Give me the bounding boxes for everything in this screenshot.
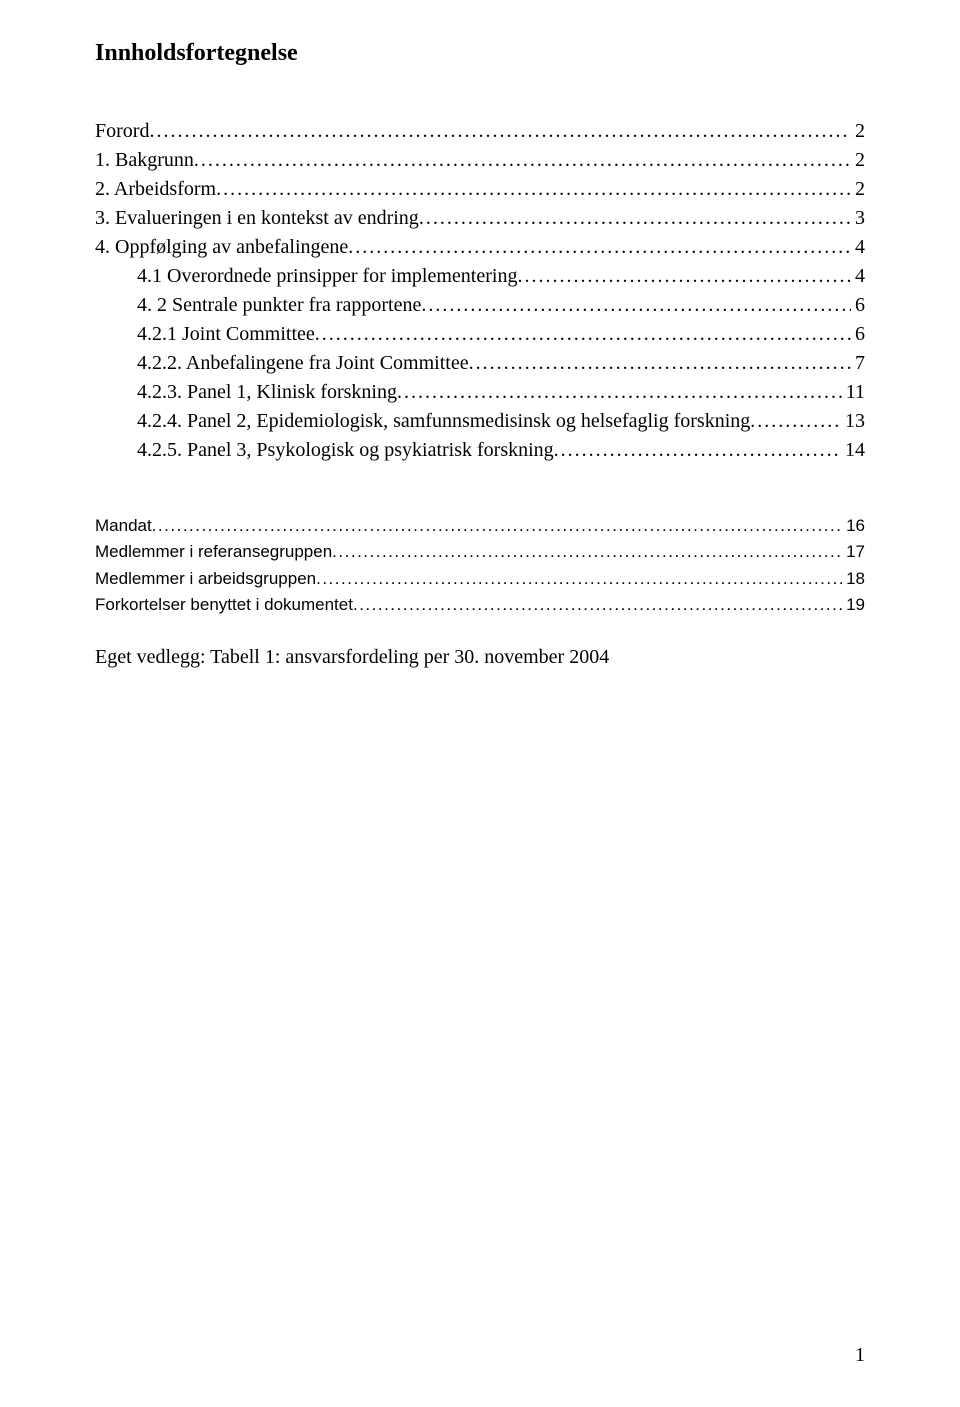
toc-page: 2 (851, 146, 865, 175)
toc-leader (216, 175, 851, 204)
toc-page: 16 (842, 513, 865, 539)
toc-label: Forord (95, 117, 149, 146)
toc-label: 1. Bakgrunn (95, 146, 194, 175)
toc-label: 4.1 Overordnede prinsipper for implement… (137, 262, 517, 291)
toc-entry: Forkortelser benyttet i dokumentet 19 (95, 592, 865, 618)
toc-page: 2 (851, 175, 865, 204)
toc-leader (750, 407, 841, 436)
toc-label: 4.2.4. Panel 2, Epidemiologisk, samfunns… (137, 407, 750, 436)
toc-page: 17 (842, 539, 865, 565)
toc-label: 4. 2 Sentrale punkter fra rapportene (137, 291, 421, 320)
toc-page: 4 (851, 262, 865, 291)
toc-entry: 4.2.2. Anbefalingene fra Joint Committee… (95, 349, 865, 378)
toc-entry: 2. Arbeidsform 2 (95, 175, 865, 204)
toc-entry: 3. Evalueringen i en kontekst av endring… (95, 204, 865, 233)
toc-label: 4.2.3. Panel 1, Klinisk forskning (137, 378, 397, 407)
toc-entry: Medlemmer i referansegruppen 17 (95, 539, 865, 565)
toc-page: 11 (842, 378, 865, 407)
toc-label: Forkortelser benyttet i dokumentet (95, 592, 353, 618)
toc-entry: 1. Bakgrunn 2 (95, 146, 865, 175)
toc-leader (353, 592, 842, 618)
toc-page: 6 (851, 320, 865, 349)
toc-page: 2 (851, 117, 865, 146)
toc-page: 6 (851, 291, 865, 320)
toc-page: 13 (841, 407, 865, 436)
toc-leader (469, 349, 851, 378)
toc-leader (194, 146, 851, 175)
toc-label: 4.2.1 Joint Committee (137, 320, 315, 349)
toc-label: 4.2.5. Panel 3, Psykologisk og psykiatri… (137, 436, 554, 465)
toc-leader (152, 513, 842, 539)
toc-page: 14 (841, 436, 865, 465)
toc-label: 4. Oppfølging av anbefalingene (95, 233, 348, 262)
page-title: Innholdsfortegnelse (95, 40, 865, 67)
toc-leader (332, 539, 842, 565)
toc-entry: 4.2.1 Joint Committee 6 (95, 320, 865, 349)
toc-leader (554, 436, 841, 465)
toc-entry: Forord 2 (95, 117, 865, 146)
toc-entry: 4.2.5. Panel 3, Psykologisk og psykiatri… (95, 436, 865, 465)
toc-leader (517, 262, 851, 291)
toc-label: 2. Arbeidsform (95, 175, 216, 204)
page-number: 1 (855, 1344, 865, 1367)
toc-leader (315, 320, 851, 349)
toc-leader (421, 291, 851, 320)
toc-leader (348, 233, 851, 262)
toc-entry: Medlemmer i arbeidsgruppen 18 (95, 566, 865, 592)
toc-label: 4.2.2. Anbefalingene fra Joint Committee (137, 349, 469, 378)
toc-leader (149, 117, 851, 146)
toc-leader (397, 378, 842, 407)
toc-block-2: Mandat 16 Medlemmer i referansegruppen 1… (95, 513, 865, 618)
toc-entry: 4.2.3. Panel 1, Klinisk forskning 11 (95, 378, 865, 407)
toc-entry: 4.1 Overordnede prinsipper for implement… (95, 262, 865, 291)
toc-label: Mandat (95, 513, 152, 539)
toc-page: 18 (842, 566, 865, 592)
toc-leader (316, 566, 842, 592)
toc-entry: 4. Oppfølging av anbefalingene 4 (95, 233, 865, 262)
toc-label: Medlemmer i referansegruppen (95, 539, 332, 565)
toc-leader (419, 204, 851, 233)
toc-label: Medlemmer i arbeidsgruppen (95, 566, 316, 592)
toc-page: 4 (851, 233, 865, 262)
toc-entry: 4. 2 Sentrale punkter fra rapportene 6 (95, 291, 865, 320)
toc-page: 7 (851, 349, 865, 378)
toc-page: 19 (842, 592, 865, 618)
toc-page: 3 (851, 204, 865, 233)
toc-block-1: Forord 2 1. Bakgrunn 2 2. Arbeidsform 2 … (95, 117, 865, 465)
appendix-note: Eget vedlegg: Tabell 1: ansvarsfordeling… (95, 646, 865, 669)
toc-label: 3. Evalueringen i en kontekst av endring (95, 204, 419, 233)
toc-entry: Mandat 16 (95, 513, 865, 539)
toc-entry: 4.2.4. Panel 2, Epidemiologisk, samfunns… (95, 407, 865, 436)
